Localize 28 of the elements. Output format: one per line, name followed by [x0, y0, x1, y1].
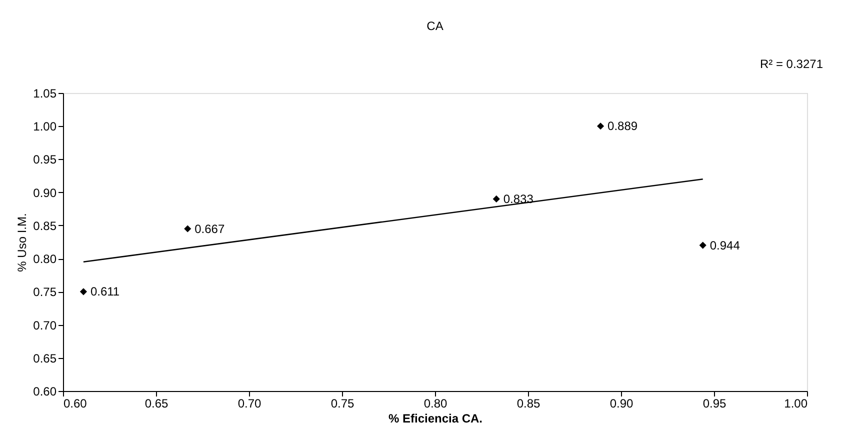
- x-tick-label: 1.00: [784, 396, 808, 410]
- y-tick-label: 0.60: [33, 384, 57, 398]
- y-tick-label: 0.85: [33, 218, 57, 233]
- y-tick-label: 1.00: [33, 120, 57, 134]
- y-tick-label: 0.95: [33, 152, 57, 167]
- y-tick-label: 0.90: [33, 186, 57, 200]
- annotation: 0.611: [90, 284, 120, 299]
- x-tick-label: 0.80: [424, 396, 448, 410]
- x-tick-label: 0.75: [330, 396, 354, 410]
- x-axis-title: % Eficiencia CA.: [388, 412, 483, 426]
- x-tick-label: 0.60: [64, 396, 88, 410]
- x-tick-label: 0.85: [516, 396, 540, 410]
- annotation: 0.889: [608, 119, 638, 134]
- x-tick-label: 0.90: [610, 396, 634, 410]
- annotation: 0.944: [710, 238, 740, 252]
- text: R² = 0.3271: [760, 57, 824, 71]
- y-tick-label: 1.05: [33, 86, 57, 100]
- annotation: 0.833: [503, 192, 534, 206]
- x-tick-label: 0.70: [238, 396, 262, 410]
- y-tick-label: 0.65: [33, 351, 57, 366]
- chart-title: CA: [426, 19, 444, 33]
- y-axis-title: % Uso I.M.: [15, 213, 30, 272]
- y-tick-label: 0.75: [33, 285, 57, 300]
- x-tick-label: 0.65: [144, 396, 168, 410]
- y-tick-label: 0.70: [33, 318, 57, 332]
- y-tick-label: 0.80: [33, 252, 57, 266]
- x-tick-label: 0.95: [702, 396, 726, 410]
- annotation: 0.667: [194, 222, 225, 236]
